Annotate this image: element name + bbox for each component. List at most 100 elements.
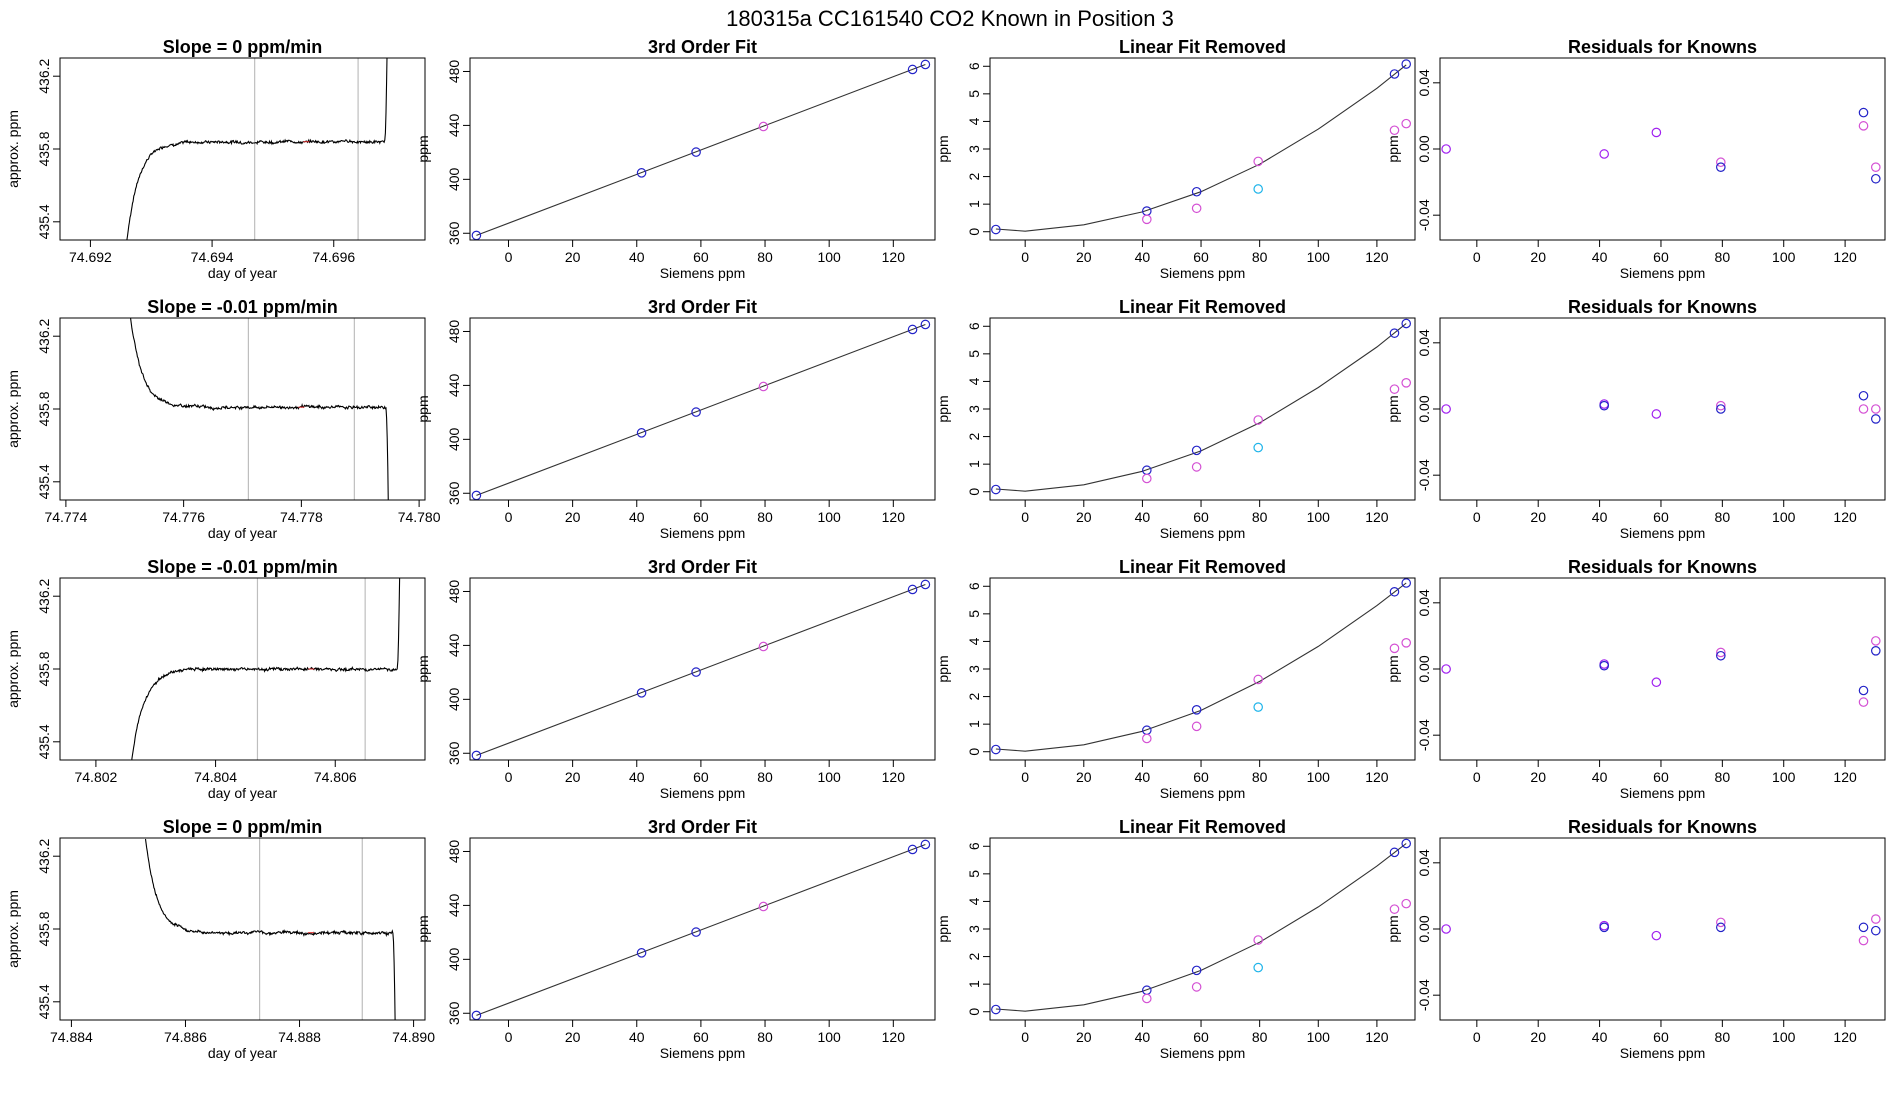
plot-data [991, 578, 1412, 755]
x-tick-label: 100 [1772, 509, 1796, 525]
x-axis-label: Siemens ppm [1620, 525, 1706, 541]
plot-frame [59, 317, 426, 501]
y-tick-label: 0.04 [1416, 849, 1432, 876]
data-point [1253, 442, 1263, 453]
y-tick-label: 0.00 [1416, 135, 1432, 162]
y-tick-label: 435.4 [36, 204, 52, 239]
plot-data [1441, 107, 1881, 184]
data-point [1858, 107, 1869, 118]
data-point [1253, 674, 1263, 685]
panel-title: 3rd Order Fit [648, 557, 757, 577]
x-tick-label: 80 [1715, 1029, 1731, 1045]
y-tick-label: 2 [966, 952, 982, 960]
y-tick-label: 435.8 [36, 651, 52, 686]
x-tick-label: 74.692 [69, 249, 112, 265]
x-tick-label: 100 [817, 769, 841, 785]
x-tick-label: 80 [757, 249, 773, 265]
data-point [1389, 384, 1400, 394]
y-tick-label: 0 [966, 228, 982, 236]
x-tick-label: 0 [1473, 769, 1481, 785]
x-tick-label: 60 [1193, 1029, 1209, 1045]
y-tick-label: 3 [966, 145, 982, 153]
y-tick-label: 0.04 [1416, 329, 1432, 356]
x-tick-label: 120 [1365, 249, 1389, 265]
x-tick-label: 120 [1833, 1029, 1857, 1045]
data-point [1191, 186, 1202, 197]
y-tick-label: 480 [446, 580, 462, 604]
data-point [1599, 149, 1609, 159]
y-tick-label: 0.00 [1416, 915, 1432, 942]
data-point [1651, 930, 1662, 941]
panel-title: Slope = -0.01 ppm/min [147, 297, 338, 317]
x-axis-label: day of year [208, 785, 278, 801]
data-point [1858, 404, 1869, 414]
y-tick-label: -0.04 [1416, 199, 1432, 231]
y-tick-label: 480 [446, 320, 462, 344]
data-point [1441, 924, 1451, 934]
data-point [920, 839, 931, 850]
y-tick-label: 436.2 [36, 58, 52, 93]
data-point [1253, 184, 1263, 194]
y-tick-label: 0 [966, 748, 982, 756]
data-point [991, 484, 1001, 495]
y-tick-label: 435.4 [36, 464, 52, 499]
y-tick-label: 5 [966, 610, 982, 618]
y-tick-label: 400 [446, 947, 462, 971]
data-point [1870, 173, 1881, 184]
panel-fit-3: 3rd Order Fit 0 20 40 60 80 100 120 360 400 440 480… [415, 557, 936, 801]
panel-title: Linear Fit Removed [1119, 297, 1286, 317]
x-tick-label: 120 [1833, 509, 1857, 525]
plot-data [471, 579, 931, 760]
y-tick-label: 5 [966, 350, 982, 358]
x-tick-label: 0 [1021, 249, 1029, 265]
data-point [1858, 121, 1869, 131]
panel-resid-4: Residuals for Knowns 0 20 40 60 80 100 120 -0.04… [1385, 817, 1886, 1061]
x-tick-label: 0 [505, 769, 513, 785]
x-tick-label: 40 [629, 1029, 645, 1045]
y-tick-label: -0.04 [1416, 979, 1432, 1011]
data-point [1389, 643, 1400, 654]
data-point [1651, 127, 1662, 138]
data-point [1716, 917, 1726, 928]
x-tick-label: 100 [1772, 1029, 1796, 1045]
panel-title: 3rd Order Fit [648, 297, 757, 317]
y-axis-label: ppm [1385, 135, 1401, 162]
y-axis-label: approx. ppm [5, 630, 21, 708]
x-tick-label: 40 [1135, 509, 1151, 525]
x-tick-label: 100 [1307, 769, 1331, 785]
y-tick-label: 5 [966, 90, 982, 98]
y-tick-label: 360 [446, 1001, 462, 1025]
x-axis-label: Siemens ppm [1620, 265, 1706, 281]
x-tick-label: 40 [629, 769, 645, 785]
x-tick-label: 60 [1653, 769, 1669, 785]
x-tick-label: 40 [1135, 1029, 1151, 1045]
panel-grid: Slope = 0 ppm/min 74.692 74.694 74.696 435.4… [5, 37, 1886, 1061]
x-tick-label: 20 [1076, 509, 1092, 525]
plot-data [991, 59, 1412, 235]
y-axis-label: ppm [1385, 655, 1401, 682]
y-tick-label: 435.8 [36, 911, 52, 946]
x-tick-label: 74.802 [74, 769, 117, 785]
data-point [758, 381, 769, 392]
x-axis-label: Siemens ppm [1160, 1045, 1246, 1061]
x-tick-label: 60 [693, 249, 709, 265]
panel-title: Linear Fit Removed [1119, 557, 1286, 577]
x-tick-label: 74.696 [312, 249, 355, 265]
x-tick-label: 100 [1307, 509, 1331, 525]
x-tick-label: 74.888 [278, 1029, 321, 1045]
plot-frame [469, 57, 936, 241]
y-axis-label: approx. ppm [5, 890, 21, 968]
x-axis-label: Siemens ppm [1160, 525, 1246, 541]
x-axis-label: Siemens ppm [1620, 785, 1706, 801]
plot-data [130, 318, 389, 500]
panel-resid-3: Residuals for Knowns 0 20 40 60 80 100 120 -0.04… [1385, 557, 1886, 801]
x-tick-label: 0 [505, 1029, 513, 1045]
data-point [636, 948, 647, 958]
plot-frame [989, 57, 1416, 241]
data-point [1716, 400, 1726, 411]
y-axis-label: ppm [935, 395, 951, 422]
panel-trace-4: Slope = 0 ppm/min 74.884 74.886 74.888 74.89… [5, 817, 435, 1061]
x-tick-label: 120 [1365, 769, 1389, 785]
x-tick-label: 40 [629, 249, 645, 265]
